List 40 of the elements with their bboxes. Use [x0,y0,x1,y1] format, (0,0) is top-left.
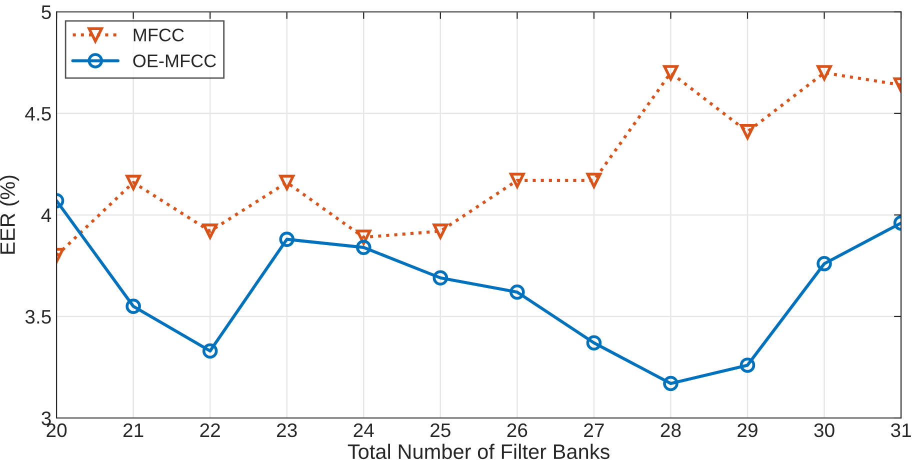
x-axis-title: Total Number of Filter Banks [348,444,610,460]
point [126,298,141,314]
point [816,65,832,80]
point [510,284,525,300]
point [816,256,832,272]
point [663,376,678,392]
x-tick-label: 30 [814,423,834,438]
point [126,174,141,190]
point [740,124,756,140]
x-tick-label: 23 [277,423,297,438]
point [202,224,218,239]
x-tick-label: 21 [123,423,144,437]
x-tick-label: 25 [430,423,450,438]
x-tick-label: 29 [738,423,758,438]
legend-label: OE-MFCC [133,54,216,68]
point [279,232,295,247]
x-tick-label: 27 [584,423,604,437]
y-tick-label: 3.5 [25,310,51,324]
x-tick-label: 31 [890,423,911,438]
legend-label: MFCC [134,28,184,42]
x-tick-label: 28 [660,423,681,438]
x-tick-label: 26 [507,423,528,438]
point [586,172,602,188]
point [586,335,602,351]
point [356,240,372,256]
y-axis-title: EER (%) [0,176,20,254]
point [279,174,295,190]
point [202,343,218,359]
y-tick-label: 3 [42,411,51,426]
point [432,270,448,286]
x-tick-label: 22 [200,423,220,437]
y-tick-label: 4 [41,208,52,222]
y-tick-label: 5 [42,6,51,20]
point [740,358,756,373]
point [510,172,525,188]
point [663,65,678,80]
x-tick-label: 20 [46,423,67,438]
x-tick-label: 24 [354,423,374,437]
point [432,224,448,239]
y-tick-label: 4.5 [25,107,51,121]
